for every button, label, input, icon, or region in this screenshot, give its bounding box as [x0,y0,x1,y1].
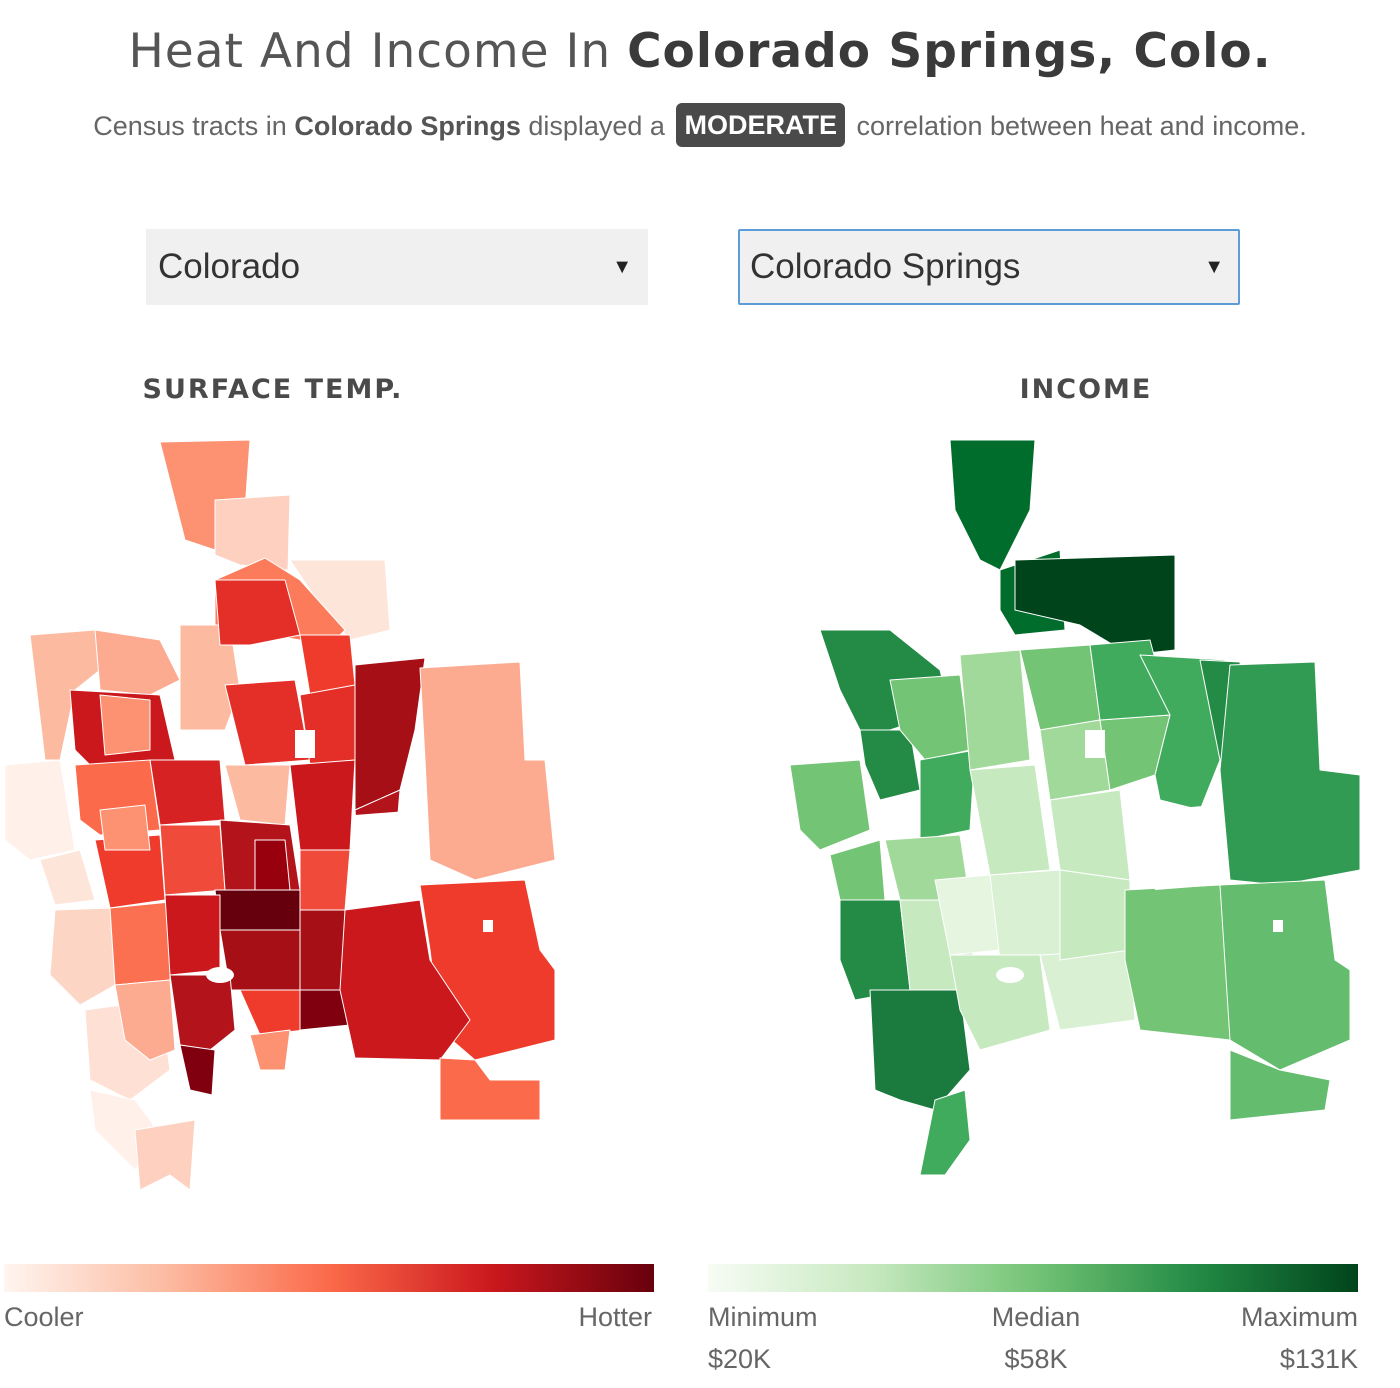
tract [39,849,96,906]
temp-legend-high: Hotter [578,1302,652,1332]
subtitle-city: Colorado Springs [294,111,521,141]
income-legend-bar [708,1264,1358,1292]
tract [1219,879,1351,1071]
tract [829,839,886,901]
airport-gap [1155,805,1220,890]
tract [789,759,871,851]
income-map-title: INCOME [1019,374,1153,405]
tract [134,1119,196,1190]
tract [109,901,171,986]
tract [99,804,151,851]
state-select-value: Colorado [158,247,301,286]
tract [299,849,351,911]
tract [969,764,1051,876]
chevron-down-icon: ▼ [612,255,632,278]
tract [1039,949,1136,1031]
airport-gap [355,810,425,890]
tract [949,439,1036,571]
tract [4,759,76,861]
surface-temp-map [4,439,556,1190]
city-select[interactable]: Colorado Springs ▼ [738,229,1240,305]
city-select-value: Colorado Springs [750,247,1021,286]
map-gap [295,730,315,758]
tract [1049,789,1131,881]
tract [289,759,356,851]
state-select[interactable]: Colorado ▼ [146,229,648,305]
map-gap [996,967,1024,983]
income-legend-median-label: Median [991,1302,1081,1332]
tract [239,989,306,1036]
tract [989,869,1061,961]
chevron-down-icon: ▼ [1204,255,1224,278]
tract [1059,869,1131,961]
tract [1014,554,1176,656]
tract [439,1057,541,1121]
title-prefix: Heat And Income In [128,24,628,79]
tract [179,1044,216,1096]
tract [869,989,971,1111]
income-legend-max-value: $131K [1279,1344,1358,1374]
tract [114,979,176,1061]
page-title: Heat And Income In Colorado Springs, Col… [0,24,1400,79]
tract [1019,644,1101,731]
income-legend-max-label: Maximum [1240,1302,1358,1332]
tract [839,899,911,1001]
subtitle-pre: Census tracts in [93,111,295,141]
title-city: Colorado Springs, Colo. [627,24,1272,79]
map-gap [206,967,234,983]
tract [149,759,226,826]
map-gap [483,920,493,932]
map-gap [1085,730,1105,758]
map-gap [1273,920,1283,932]
tract [1229,1049,1331,1121]
tract [224,764,291,826]
income-legend-median-value: $58K [1004,1344,1068,1374]
tract [169,974,236,1051]
tract [219,929,301,991]
tract [249,1029,291,1071]
tract [214,579,301,646]
tract [1219,661,1361,886]
tract [354,657,426,811]
tract [214,889,301,931]
temp-map-title: SURFACE TEMP. [142,374,404,405]
tract [164,894,221,976]
tract [919,749,976,841]
income-map [789,439,1361,1176]
tract [949,954,1051,1051]
tract [339,899,471,1061]
temp-legend-bar [4,1264,654,1292]
tract [99,694,151,756]
temp-legend-low: Cooler [4,1302,84,1332]
tract [49,907,116,1006]
tract [94,629,181,696]
tract [214,494,291,571]
income-legend-min-value: $20K [708,1344,772,1374]
correlation-badge: MODERATE [676,103,845,147]
subtitle-post: correlation between heat and income. [848,111,1307,141]
income-legend-min-label: Minimum [708,1302,818,1332]
tract [254,839,291,891]
tract [959,649,1031,771]
tract [419,661,556,881]
tract [919,1089,971,1176]
tract [159,824,226,896]
page-subtitle: Census tracts in Colorado Springs displa… [0,103,1400,148]
subtitle-mid: displayed a [520,111,673,141]
